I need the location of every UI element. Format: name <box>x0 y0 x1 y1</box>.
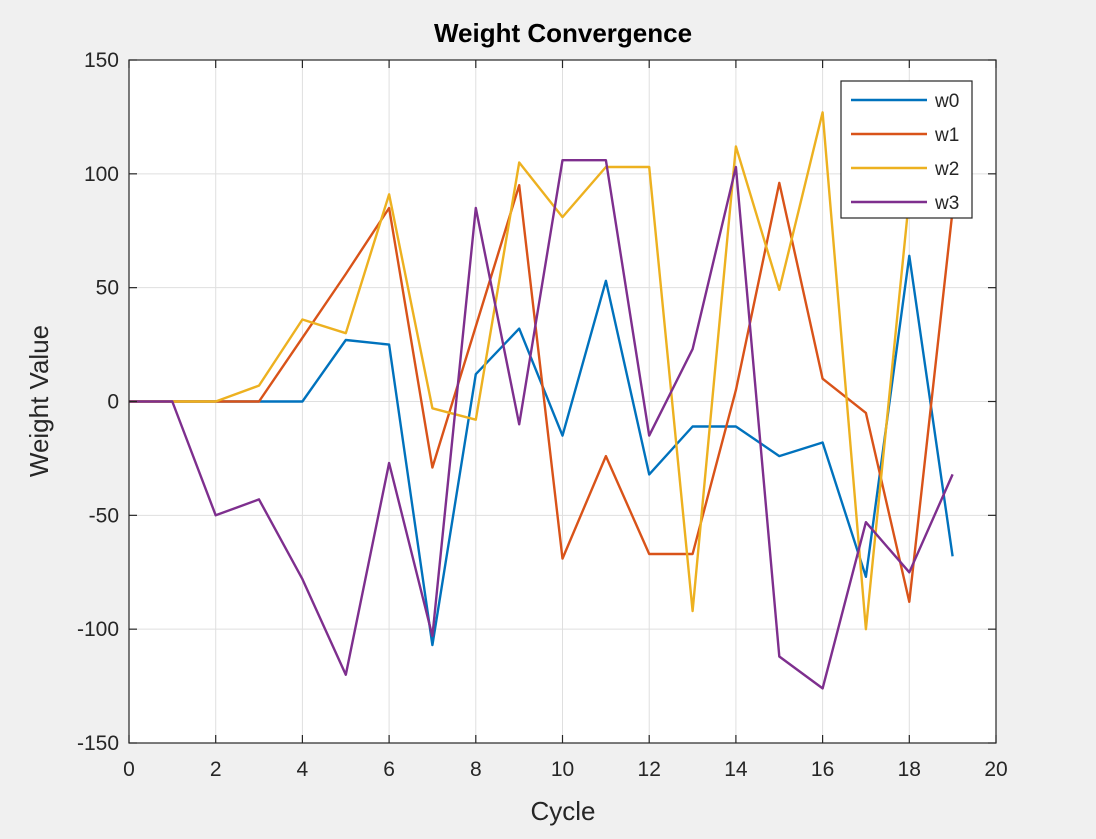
x-tick-label: 8 <box>470 758 482 781</box>
legend-box <box>840 80 973 219</box>
x-tick-label: 0 <box>123 758 135 781</box>
x-tick-label: 12 <box>638 758 661 781</box>
x-tick-label: 6 <box>383 758 395 781</box>
y-tick-label: -50 <box>89 504 119 527</box>
y-tick-label: 100 <box>84 163 119 186</box>
chart-title: Weight Convergence <box>434 18 692 48</box>
legend-label-w2: w2 <box>934 159 959 180</box>
x-tick-label: 4 <box>297 758 309 781</box>
y-tick-label: -150 <box>77 732 119 755</box>
legend-label-w3: w3 <box>934 193 959 214</box>
series-line-w3 <box>129 158 954 690</box>
series-line-w1 <box>129 181 954 603</box>
y-axis-label: Weight Value <box>24 325 54 477</box>
y-tick-label: 50 <box>96 277 119 300</box>
y-tick-label: 0 <box>107 391 119 414</box>
y-tick-label: 150 <box>84 49 119 72</box>
x-axis-label: Cycle <box>530 796 595 826</box>
x-tick-label: 10 <box>551 758 574 781</box>
legend: w0 w1 w2 w3 <box>840 80 973 219</box>
y-tick-label: -100 <box>77 618 119 641</box>
series-line-w2 <box>129 111 911 631</box>
series-lines <box>129 111 954 690</box>
ticks: 0 2 4 6 8 10 12 14 16 18 20 -150 -100 -50 0 50 100 150 <box>77 49 1008 781</box>
x-tick-label: 20 <box>984 758 1007 781</box>
legend-label-w1: w1 <box>934 125 959 146</box>
legend-label-w0: w0 <box>934 91 959 112</box>
x-tick-label: 14 <box>724 758 748 781</box>
x-tick-label: 16 <box>811 758 834 781</box>
x-tick-label: 18 <box>898 758 921 781</box>
x-tick-label: 2 <box>210 758 222 781</box>
